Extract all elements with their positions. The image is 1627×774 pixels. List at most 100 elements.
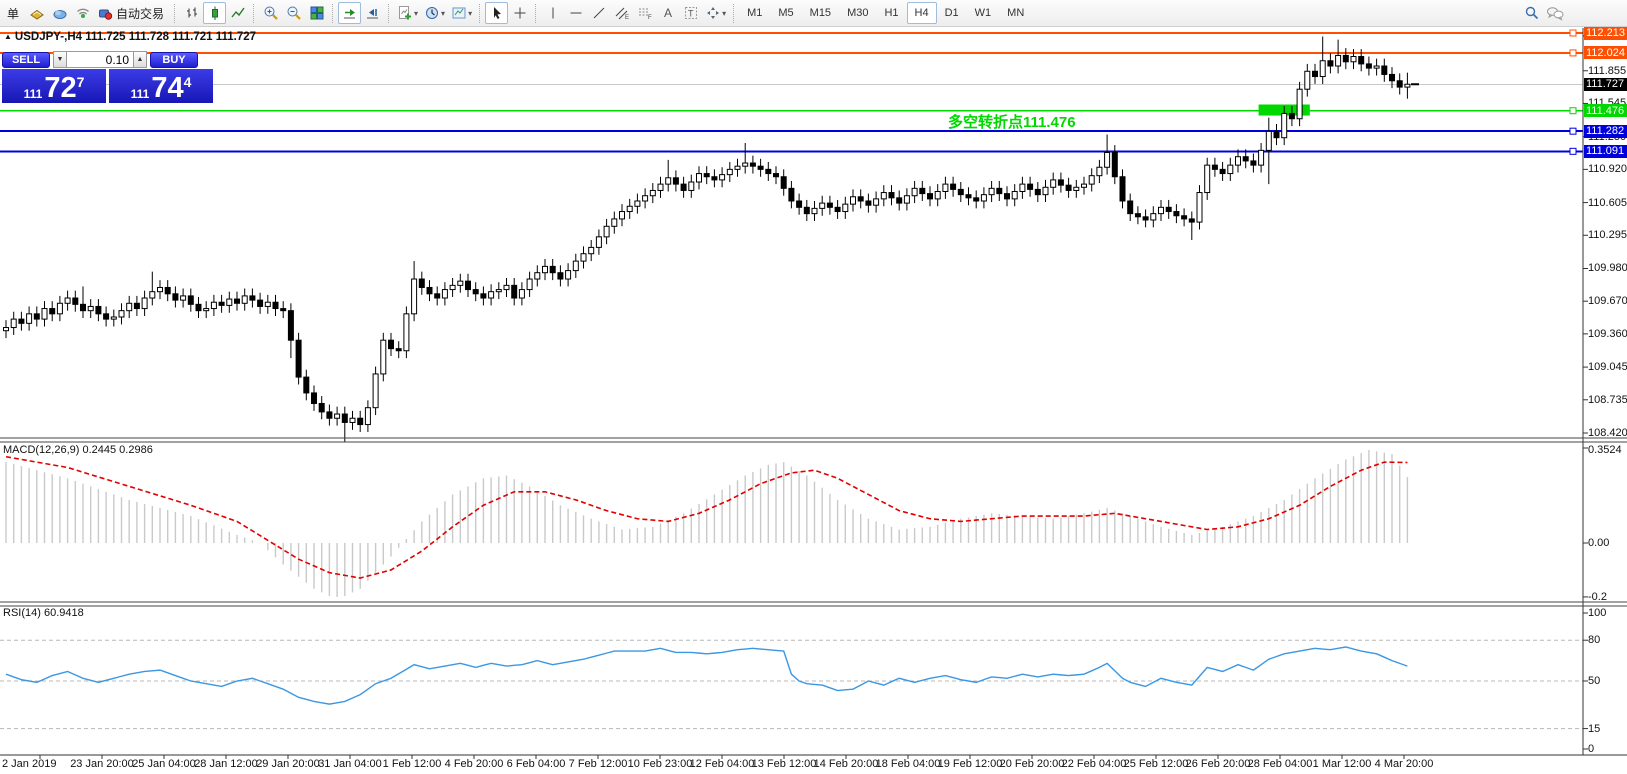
toolbar-separator xyxy=(332,3,334,23)
sell-price-big: 72 xyxy=(44,72,77,104)
price-tick-label: 110.920 xyxy=(1588,163,1627,176)
tf-mn-button[interactable]: MN xyxy=(1007,7,1025,19)
tf-h4-button[interactable]: H4 xyxy=(906,2,937,24)
rsi-tick-label: 50 xyxy=(1588,675,1601,687)
svg-text:A: A xyxy=(664,6,672,20)
chevron-down-icon: ▾ xyxy=(722,8,727,18)
auto-scroll-button[interactable] xyxy=(338,2,362,24)
time-axis-label: 25 Feb 12:00 xyxy=(1123,758,1189,770)
market-watch-icon-button[interactable] xyxy=(25,2,48,24)
axes-layer xyxy=(0,28,1627,759)
sell-button[interactable]: SELL xyxy=(2,51,50,68)
time-axis-label: 2 Jan 2019 xyxy=(2,758,57,770)
rsi-tick-label: 15 xyxy=(1588,722,1601,735)
chart-shift-button[interactable] xyxy=(361,2,384,24)
gold-icon xyxy=(29,9,44,20)
signal-icon xyxy=(76,8,89,18)
chat-button[interactable] xyxy=(1543,2,1567,24)
chart-title-text: USDJPY-,H4 111.725 111.728 111.721 111.7… xyxy=(14,31,257,43)
templates-button[interactable]: ▾ xyxy=(448,2,475,24)
time-axis-label: 1 Feb 12:00 xyxy=(382,758,442,770)
time-axis-label: 29 Jan 20:00 xyxy=(256,758,320,770)
rsi-tick-label: 100 xyxy=(1588,607,1607,619)
tile-windows-button[interactable] xyxy=(305,2,328,24)
buy-price-main: 111 xyxy=(130,87,150,101)
volume-input[interactable] xyxy=(67,51,133,68)
candlestick-chart-button[interactable] xyxy=(203,2,227,24)
horizontal-line-button[interactable] xyxy=(564,2,587,24)
main-toolbar: 单 自动交易 ▾ ▾ xyxy=(0,0,1627,27)
arrows-button[interactable]: ▾ xyxy=(702,2,729,24)
text-button[interactable]: A xyxy=(656,2,679,24)
chart-title: ▲ USDJPY-,H4 111.725 111.728 111.721 111.… xyxy=(4,31,256,43)
tf-w1-button[interactable]: W1 xyxy=(974,7,992,19)
data-window-button[interactable] xyxy=(48,2,71,24)
zoom-in-icon xyxy=(264,6,278,20)
vertical-line-icon xyxy=(552,7,554,19)
bar-chart-button[interactable] xyxy=(180,2,203,24)
macd-tick-label: -0.2 xyxy=(1588,590,1607,603)
sell-price-sup: 7 xyxy=(76,74,85,90)
fibonacci-button[interactable]: F xyxy=(633,2,656,24)
macd-layer xyxy=(5,449,1409,597)
tf-m1-button[interactable]: M1 xyxy=(747,7,763,19)
buy-button[interactable]: BUY xyxy=(150,51,198,68)
vertical-line-button[interactable] xyxy=(541,2,564,24)
time-axis-label: 22 Feb 04:00 xyxy=(1061,758,1127,770)
line-chart-button[interactable] xyxy=(226,2,249,24)
equidistant-channel-button[interactable]: E xyxy=(610,2,633,24)
time-axis-label: 14 Feb 20:00 xyxy=(813,758,879,770)
cursor-button[interactable] xyxy=(485,2,509,24)
price-level-badge: 112.024 xyxy=(1584,46,1627,60)
crosshair-button[interactable] xyxy=(508,2,531,24)
toolbar-separator xyxy=(253,3,255,23)
rsi-label: RSI(14) 60.9418 xyxy=(3,607,84,619)
channel-icon: E xyxy=(615,7,629,21)
clock-icon xyxy=(426,7,439,19)
rsi-tick-label: 0 xyxy=(1588,743,1595,755)
tf-m5-button[interactable]: M5 xyxy=(778,7,794,19)
price-tick-label: 108.420 xyxy=(1588,427,1627,439)
volume-increase-button[interactable]: ▲ xyxy=(133,51,147,68)
macd-tick-label: 0.00 xyxy=(1588,537,1610,549)
sell-price-box[interactable]: 111 72 7 xyxy=(2,69,106,103)
time-axis-label: 10 Feb 23:00 xyxy=(627,758,693,770)
toolbar-separator xyxy=(479,3,481,23)
zoom-in-button[interactable] xyxy=(259,2,282,24)
template-icon xyxy=(452,7,466,19)
new-order-button[interactable]: 单 xyxy=(1,2,25,24)
time-axis-label: 4 Feb 20:00 xyxy=(444,758,504,770)
buy-price-big: 74 xyxy=(151,72,184,104)
tf-d1-button[interactable]: D1 xyxy=(944,7,959,19)
zoom-out-button[interactable] xyxy=(282,2,305,24)
tf-m30-button[interactable]: M30 xyxy=(847,7,869,19)
add-indicator-button[interactable]: ▾ xyxy=(394,2,421,24)
signals-button[interactable] xyxy=(71,2,94,24)
tf-m15-button[interactable]: M15 xyxy=(809,7,832,19)
text-label-button[interactable]: T xyxy=(679,2,702,24)
periods-button[interactable]: ▾ xyxy=(421,2,448,24)
svg-text:F: F xyxy=(648,15,652,21)
price-level-badge: 111.282 xyxy=(1584,124,1627,138)
price-tick-label: 111.855 xyxy=(1588,64,1627,77)
add-indicator-icon xyxy=(399,6,412,20)
time-axis-label: 28 Jan 12:00 xyxy=(194,758,258,770)
time-axis-label: 20 Feb 20:00 xyxy=(999,758,1065,770)
crosshair-icon xyxy=(514,7,526,19)
autotrading-button[interactable]: 自动交易 xyxy=(94,2,170,24)
volume-decrease-button[interactable]: ▼ xyxy=(53,51,67,68)
macd-tick-label: 0.3524 xyxy=(1588,444,1622,456)
time-axis-label: 18 Feb 04:00 xyxy=(875,758,941,770)
time-axis-label: 13 Feb 12:00 xyxy=(751,758,817,770)
time-axis-label: 31 Jan 04:00 xyxy=(318,758,382,770)
price-tick-label: 110.605 xyxy=(1588,196,1627,209)
fibonacci-icon: F xyxy=(638,8,652,21)
one-click-row-buttons: SELL ▼ ▲ BUY xyxy=(2,51,216,68)
search-button[interactable] xyxy=(1520,2,1543,24)
price-level-badge: 111.727 xyxy=(1584,77,1627,91)
trendline-button[interactable] xyxy=(587,2,610,24)
tf-h1-button[interactable]: H1 xyxy=(884,7,899,19)
buy-price-box[interactable]: 111 74 4 xyxy=(109,69,213,103)
price-tick-label: 110.295 xyxy=(1588,229,1627,242)
